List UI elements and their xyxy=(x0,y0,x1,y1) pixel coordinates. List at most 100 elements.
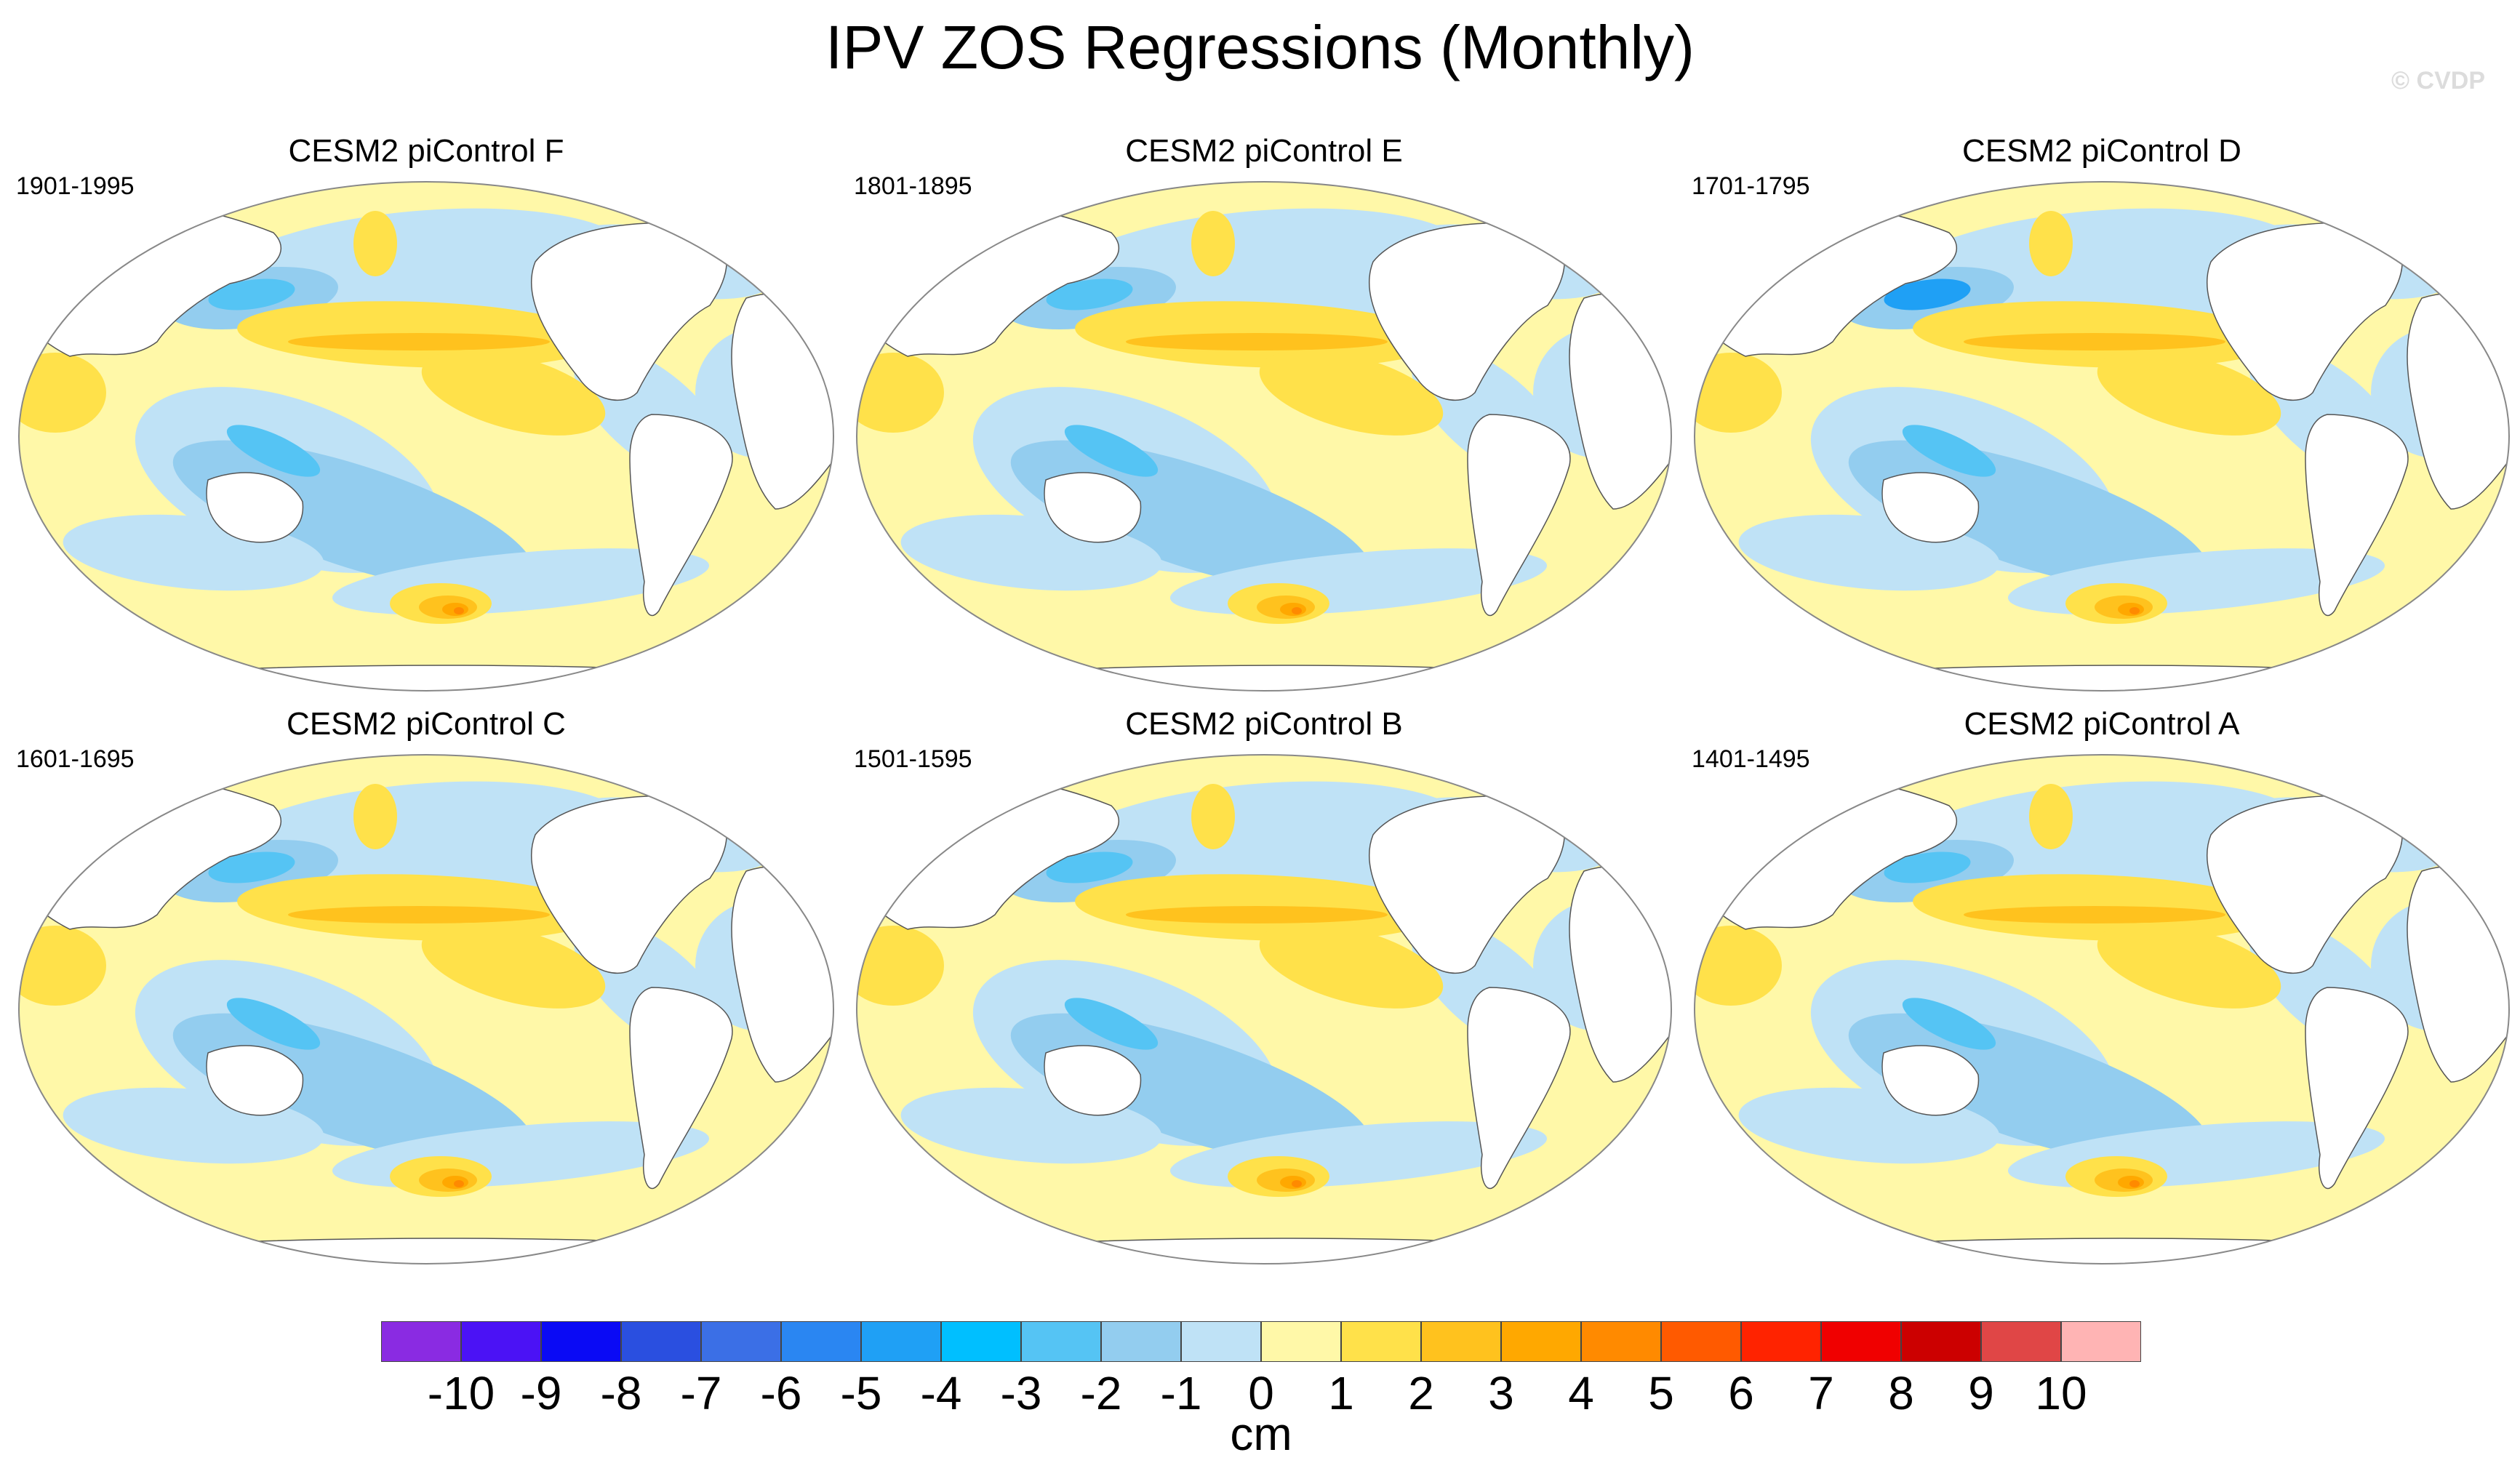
ssh-field xyxy=(857,182,1671,691)
colorbar-tick-label: 9 xyxy=(1968,1367,1994,1419)
positive-anomaly xyxy=(288,333,550,350)
colorbar-tick-label: -3 xyxy=(1000,1367,1042,1419)
colorbar-tick-label: -6 xyxy=(760,1367,802,1419)
positive-anomaly xyxy=(1292,1180,1302,1187)
figure-title: IPV ZOS Regressions (Monthly) xyxy=(825,13,1695,81)
colorbar-swatch xyxy=(1181,1321,1261,1362)
positive-anomaly xyxy=(1126,906,1388,923)
greenland-land xyxy=(2356,773,2452,812)
panel-period: 1701-1795 xyxy=(1692,172,1810,200)
colorbar-tick-label: -9 xyxy=(520,1367,562,1419)
colorbar-swatch xyxy=(1421,1321,1501,1362)
antarctica-land xyxy=(98,1238,769,1264)
panel-title: CESM2 piControl E xyxy=(1125,133,1403,169)
greenland-land xyxy=(680,773,776,812)
positive-anomaly xyxy=(353,784,397,849)
colorbar-swatch xyxy=(1261,1321,1341,1362)
map-boundary xyxy=(856,181,1672,692)
panel-period: 1801-1895 xyxy=(854,172,972,200)
colorbar-swatch xyxy=(1901,1321,1981,1362)
negative-anomaly xyxy=(226,425,321,477)
greenland-land xyxy=(1518,200,1614,239)
positive-anomaly xyxy=(1964,333,2225,350)
panel-period: 1601-1695 xyxy=(16,745,135,773)
positive-anomaly xyxy=(454,1180,464,1187)
positive-anomaly xyxy=(2129,1180,2140,1187)
australia-land xyxy=(206,472,304,543)
australia-land xyxy=(1881,1045,1980,1116)
colorbar-tick-label: 4 xyxy=(1568,1367,1594,1419)
ssh-field xyxy=(19,182,833,691)
robinson-map xyxy=(856,181,1672,692)
map-panel: CESM2 piControl B 1501-1595 xyxy=(849,704,1679,1271)
positive-anomaly xyxy=(1191,784,1235,849)
antarctica-land xyxy=(1774,1238,2444,1264)
colorbar-swatch xyxy=(941,1321,1021,1362)
colorbar-swatch xyxy=(461,1321,541,1362)
antarctica-land xyxy=(1774,665,2444,691)
colorbar-swatch xyxy=(1981,1321,2061,1362)
positive-anomaly xyxy=(2129,607,2140,614)
negative-anomaly xyxy=(1046,278,1133,310)
panel-title: CESM2 piControl B xyxy=(1125,706,1403,742)
panel-title: CESM2 piControl F xyxy=(288,133,564,169)
positive-anomaly xyxy=(2097,923,2281,1009)
colorbar-swatch xyxy=(541,1321,621,1362)
map-panel: CESM2 piControl C 1601-1695 xyxy=(12,704,841,1271)
negative-anomaly xyxy=(1046,851,1133,883)
robinson-map xyxy=(856,754,1672,1264)
negative-anomaly xyxy=(226,998,321,1050)
robinson-map xyxy=(18,181,834,692)
negative-anomaly xyxy=(1902,998,1996,1050)
negative-anomaly xyxy=(208,851,295,883)
map-panel: CESM2 piControl D 1701-1795 xyxy=(1687,131,2516,698)
colorbar-tick-label: 5 xyxy=(1648,1367,1674,1419)
positive-anomaly xyxy=(1259,923,1444,1009)
colorbar-swatch xyxy=(2061,1321,2141,1362)
map-boundary xyxy=(18,754,834,1264)
colorbar-units: cm xyxy=(1230,1408,1292,1460)
panel-title: CESM2 piControl D xyxy=(1962,133,2241,169)
south-america-land xyxy=(629,414,733,617)
colorbar-swatch xyxy=(1501,1321,1581,1362)
colorbar-tick-label: -4 xyxy=(920,1367,962,1419)
robinson-map xyxy=(18,754,834,1264)
positive-anomaly xyxy=(1292,607,1302,614)
south-america-land xyxy=(1467,987,1571,1190)
australia-land xyxy=(1881,472,1980,543)
negative-anomaly xyxy=(1884,851,1971,883)
positive-anomaly xyxy=(1259,350,1444,436)
colorbar-swatch xyxy=(1821,1321,1901,1362)
map-boundary xyxy=(1694,181,2510,692)
colorbar-swatch xyxy=(861,1321,941,1362)
positive-anomaly xyxy=(421,350,606,436)
australia-land xyxy=(206,1045,304,1116)
colorbar-tick-label: 2 xyxy=(1408,1367,1434,1419)
antarctica-land xyxy=(936,1238,1607,1264)
colorbar-swatch xyxy=(781,1321,861,1362)
robinson-map xyxy=(1694,181,2510,692)
positive-anomaly xyxy=(2097,350,2281,436)
colorbar-swatch xyxy=(1581,1321,1661,1362)
greenland-land xyxy=(1518,773,1614,812)
greenland-land xyxy=(2356,200,2452,239)
map-panel: CESM2 piControl E 1801-1895 xyxy=(849,131,1679,698)
antarctica-land xyxy=(98,665,769,691)
panel-period: 1501-1595 xyxy=(854,745,972,773)
south-america-land xyxy=(629,987,733,1190)
colorbar-swatch xyxy=(1741,1321,1821,1362)
positive-anomaly xyxy=(288,906,550,923)
antarctica-land xyxy=(936,665,1607,691)
south-america-land xyxy=(1467,414,1571,617)
map-panel: CESM2 piControl A 1401-1495 xyxy=(1687,704,2516,1271)
panel-title: CESM2 piControl A xyxy=(1964,706,2240,742)
ssh-field xyxy=(19,755,833,1264)
colorbar-tick-label: -7 xyxy=(680,1367,722,1419)
australia-land xyxy=(1044,1045,1142,1116)
colorbar-tick-label: -8 xyxy=(600,1367,642,1419)
australia-land xyxy=(1044,472,1142,543)
negative-anomaly xyxy=(1064,425,1159,477)
colorbar-swatch xyxy=(701,1321,781,1362)
colorbar: -10 -9 -8 -7 -6 -5 -4 -3 -2 -1 0 1 2 3 4 5 6 7 8 9 10 cm xyxy=(381,1321,2141,1467)
negative-anomaly xyxy=(1884,278,1971,310)
